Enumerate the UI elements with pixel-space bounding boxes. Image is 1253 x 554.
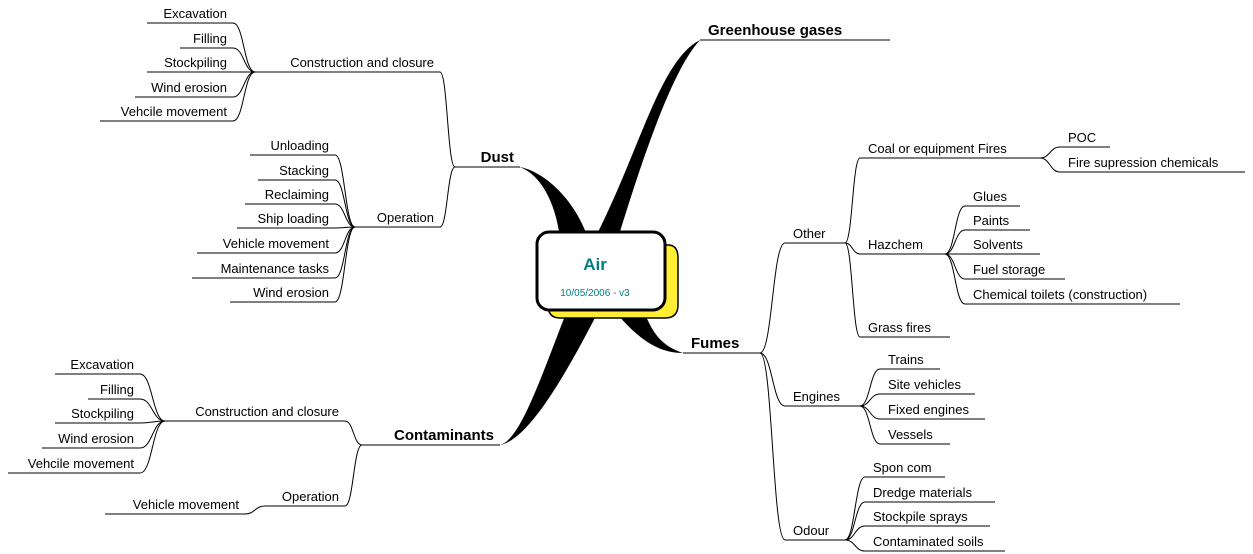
node-label: Fixed engines <box>888 402 969 417</box>
trunk <box>500 308 598 445</box>
connector <box>945 206 965 254</box>
connector <box>233 48 255 72</box>
branch-label: Fumes <box>691 335 739 352</box>
node-label: Wind erosion <box>58 431 134 446</box>
connector <box>233 23 255 72</box>
mind-map: Air 10/05/2006 - v3 Dust Construction and… <box>0 0 1253 554</box>
node-label: Unloading <box>270 138 329 153</box>
node-label: Stockpile sprays <box>873 509 968 524</box>
node-label: Hazchem <box>868 237 923 252</box>
node-label: Paints <box>973 213 1010 228</box>
node-label: Operation <box>282 489 339 504</box>
node-label: Vehicle movement <box>133 497 240 512</box>
connector <box>233 72 255 97</box>
node-label: Excavation <box>70 357 134 372</box>
connector <box>345 445 362 506</box>
node-label: Wind erosion <box>253 285 329 300</box>
node-label: Operation <box>377 210 434 225</box>
node-label: Trains <box>888 352 924 367</box>
node-label: Site vehicles <box>888 377 961 392</box>
node-label: Ship loading <box>257 211 329 226</box>
node-label: Glues <box>973 189 1007 204</box>
node-label: Construction and closure <box>195 404 339 419</box>
node-label: POC <box>1068 130 1096 145</box>
connector <box>845 158 860 243</box>
node-label: Vehcile movement <box>28 456 135 471</box>
node-label: Chemical toilets (construction) <box>973 287 1147 302</box>
connector <box>335 227 355 253</box>
node-label: Stacking <box>279 163 329 178</box>
node-label: Spon com <box>873 460 932 475</box>
connector <box>760 243 785 353</box>
node-label: Coal or equipment Fires <box>868 141 1007 156</box>
connector <box>845 477 865 540</box>
connector <box>945 254 965 279</box>
node-label: Solvents <box>973 237 1023 252</box>
node-label: Stockpiling <box>164 55 227 70</box>
node-label: Vehicle movement <box>223 236 330 251</box>
connector <box>140 399 165 421</box>
connector <box>345 421 362 445</box>
connector <box>945 230 965 254</box>
node-label: Reclaiming <box>265 187 329 202</box>
connector <box>140 374 165 421</box>
node-label: Excavation <box>163 6 227 21</box>
trunk <box>595 40 700 238</box>
connector <box>1040 147 1060 158</box>
node-label: Stockpiling <box>71 406 134 421</box>
connector <box>440 72 455 167</box>
trunk <box>520 167 588 238</box>
node-label: Maintenance tasks <box>221 261 330 276</box>
node-label: Fire supression chemicals <box>1068 155 1219 170</box>
connector <box>945 254 965 304</box>
node-label: Other <box>793 226 826 241</box>
connector <box>845 540 865 551</box>
branch-label: Contaminants <box>394 427 494 444</box>
connector <box>845 243 860 337</box>
branch-label: Greenhouse gases <box>708 22 842 39</box>
node-label: Construction and closure <box>290 55 434 70</box>
node-label: Wind erosion <box>151 80 227 95</box>
node-label: Contaminated soils <box>873 534 984 549</box>
connector <box>335 180 355 227</box>
node-label: Odour <box>793 523 830 538</box>
connector <box>335 227 355 302</box>
node-label: Engines <box>793 389 840 404</box>
node-label: Vehcile movement <box>121 104 228 119</box>
node-label: Filling <box>193 31 227 46</box>
connector <box>1040 158 1060 172</box>
center-title: Air <box>583 255 607 274</box>
node-label: Dredge materials <box>873 485 972 500</box>
node-label: Vessels <box>888 427 933 442</box>
connector <box>245 506 265 514</box>
node-label: Grass fires <box>868 320 931 335</box>
center-subtitle: 10/05/2006 - v3 <box>560 288 630 299</box>
node-label: Filling <box>100 382 134 397</box>
branch-label: Dust <box>481 149 514 166</box>
connector <box>140 421 165 448</box>
connector <box>440 167 455 227</box>
node-label: Fuel storage <box>973 262 1045 277</box>
